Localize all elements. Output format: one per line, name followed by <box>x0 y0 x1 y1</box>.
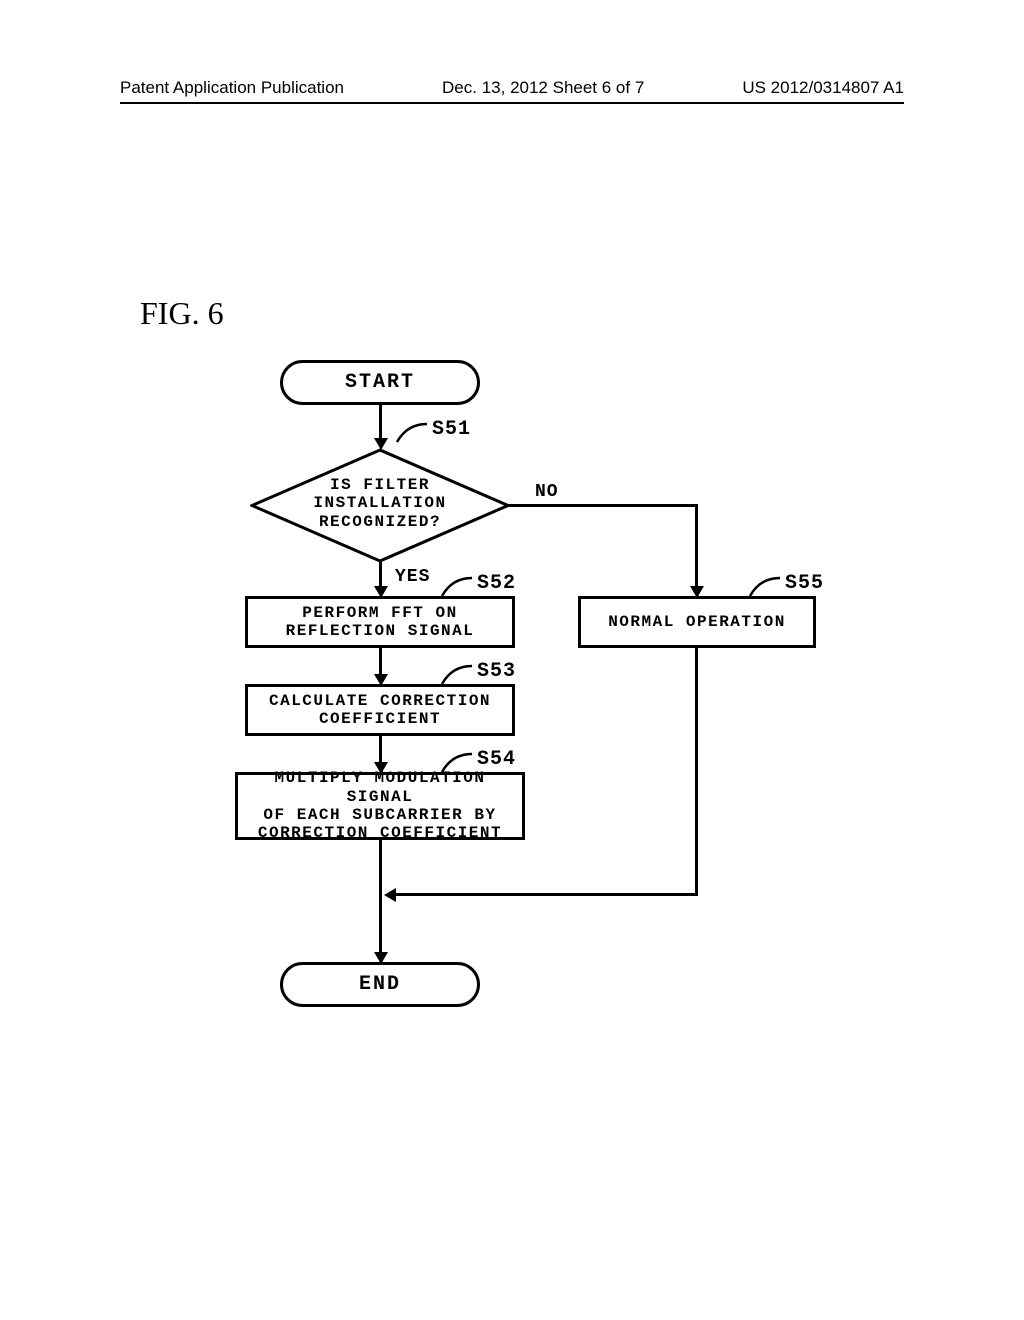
header-divider <box>120 102 904 104</box>
end-terminator: END <box>280 962 480 1007</box>
yes-label: YES <box>395 567 430 587</box>
header-patent-number: US 2012/0314807 A1 <box>742 78 904 98</box>
arrow-line <box>379 840 382 895</box>
s53-label: S53 <box>477 660 516 683</box>
s53-line2: COEFFICIENT <box>319 710 441 728</box>
s52-label: S52 <box>477 572 516 595</box>
arrow-line <box>379 895 382 954</box>
s55-label: S55 <box>785 572 824 595</box>
start-terminator: START <box>280 360 480 405</box>
header-publication: Patent Application Publication <box>120 78 344 98</box>
decision-text: IS FILTER INSTALLATION RECOGNIZED? <box>250 476 510 531</box>
arrow-line <box>508 504 698 507</box>
step-curve-icon <box>440 576 475 598</box>
decision-diamond: IS FILTER INSTALLATION RECOGNIZED? <box>250 448 510 563</box>
decision-line1: IS FILTER <box>330 476 430 494</box>
s54-process: MULTIPLY MODULATION SIGNAL OF EACH SUBCA… <box>235 772 525 840</box>
arrowhead-icon <box>384 888 396 902</box>
step-curve-icon <box>748 576 783 598</box>
header-date-sheet: Dec. 13, 2012 Sheet 6 of 7 <box>442 78 644 98</box>
page-header: Patent Application Publication Dec. 13, … <box>0 78 1024 98</box>
s52-line2: REFLECTION SIGNAL <box>286 622 475 640</box>
s54-label: S54 <box>477 748 516 771</box>
step-curve-icon <box>440 664 475 686</box>
end-text: END <box>359 973 401 996</box>
start-text: START <box>345 371 415 394</box>
arrow-line <box>379 736 382 764</box>
s52-line1: PERFORM FFT ON <box>302 604 457 622</box>
s52-process: PERFORM FFT ON REFLECTION SIGNAL <box>245 596 515 648</box>
arrow-line <box>379 648 382 676</box>
decision-line2: INSTALLATION <box>313 494 446 512</box>
decision-line3: RECOGNIZED? <box>319 513 441 531</box>
arrow-line <box>695 648 698 896</box>
arrow-line <box>379 560 382 588</box>
flowchart: START S51 IS FILTER INSTALLATION RECOGNI… <box>200 360 840 1020</box>
step-curve-icon <box>395 422 430 444</box>
arrow-line <box>394 893 698 896</box>
s54-line1: MULTIPLY MODULATION SIGNAL <box>275 769 486 805</box>
s53-process: CALCULATE CORRECTION COEFFICIENT <box>245 684 515 736</box>
s53-line1: CALCULATE CORRECTION <box>269 692 491 710</box>
s54-line2: OF EACH SUBCARRIER BY <box>263 806 496 824</box>
no-label: NO <box>535 482 559 502</box>
figure-label: FIG. 6 <box>140 295 224 332</box>
s55-process: NORMAL OPERATION <box>578 596 816 648</box>
arrow-line <box>379 405 382 440</box>
s55-text: NORMAL OPERATION <box>608 613 786 631</box>
arrow-line <box>695 504 698 588</box>
s51-label: S51 <box>432 418 471 441</box>
